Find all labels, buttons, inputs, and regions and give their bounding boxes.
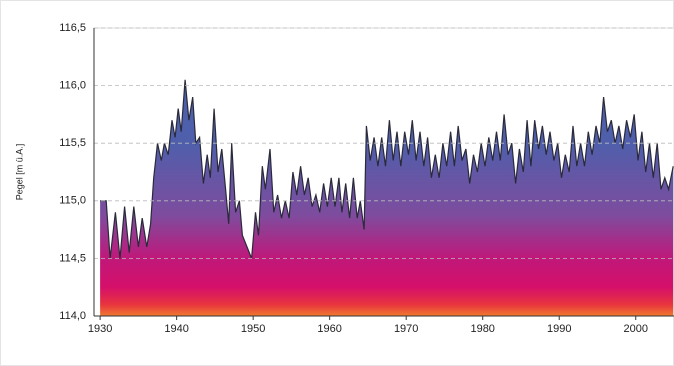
y-tick-label: 114,5 xyxy=(59,252,86,264)
y-tick-label: 115,5 xyxy=(59,137,86,149)
y-tick-label: 115,0 xyxy=(59,195,86,207)
line xyxy=(100,79,674,259)
y-tick-label: 116,0 xyxy=(59,80,86,92)
x-tick-label: 1940 xyxy=(164,323,188,335)
x-tick-label: 2000 xyxy=(623,323,647,335)
x-tick-label: 1990 xyxy=(547,323,571,335)
y-tick-label: 116,5 xyxy=(59,22,86,34)
x-tick-label: 1930 xyxy=(88,323,112,335)
area xyxy=(100,79,674,316)
y-tick-label: 114,0 xyxy=(59,310,86,322)
y-axis-label: Pegel [m ü.A.] xyxy=(14,144,24,201)
x-tick-label: 1970 xyxy=(394,323,418,335)
x-tick-label: 1980 xyxy=(470,323,494,335)
x-tick-label: 1950 xyxy=(241,323,265,335)
x-tick-label: 1960 xyxy=(317,323,341,335)
